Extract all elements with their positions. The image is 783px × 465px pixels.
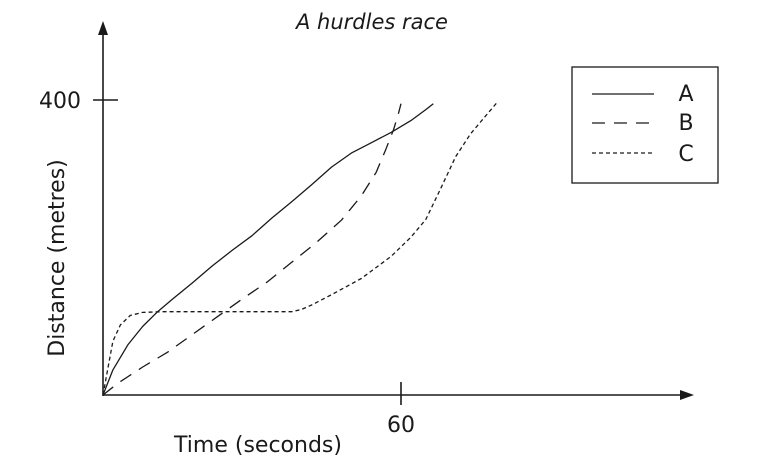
legend-label-a: A: [678, 82, 693, 107]
y-tick-label-400: 400: [39, 89, 81, 114]
legend: A B C: [571, 66, 719, 184]
series-line-c: [102, 101, 499, 396]
series-line-b: [102, 103, 402, 396]
x-axis-label: Time (seconds): [173, 433, 342, 458]
x-axis-arrowhead: [680, 390, 694, 400]
legend-label-b: B: [678, 111, 693, 136]
x-tick-label-60: 60: [387, 413, 415, 438]
y-axis-label: Distance (metres): [45, 159, 70, 357]
series-layer: [102, 101, 499, 396]
legend-box: [571, 66, 719, 184]
legend-label-c: C: [678, 142, 693, 167]
series-line-a: [102, 103, 434, 396]
chart-title: A hurdles race: [294, 10, 448, 34]
y-axis-arrowhead: [98, 21, 108, 35]
